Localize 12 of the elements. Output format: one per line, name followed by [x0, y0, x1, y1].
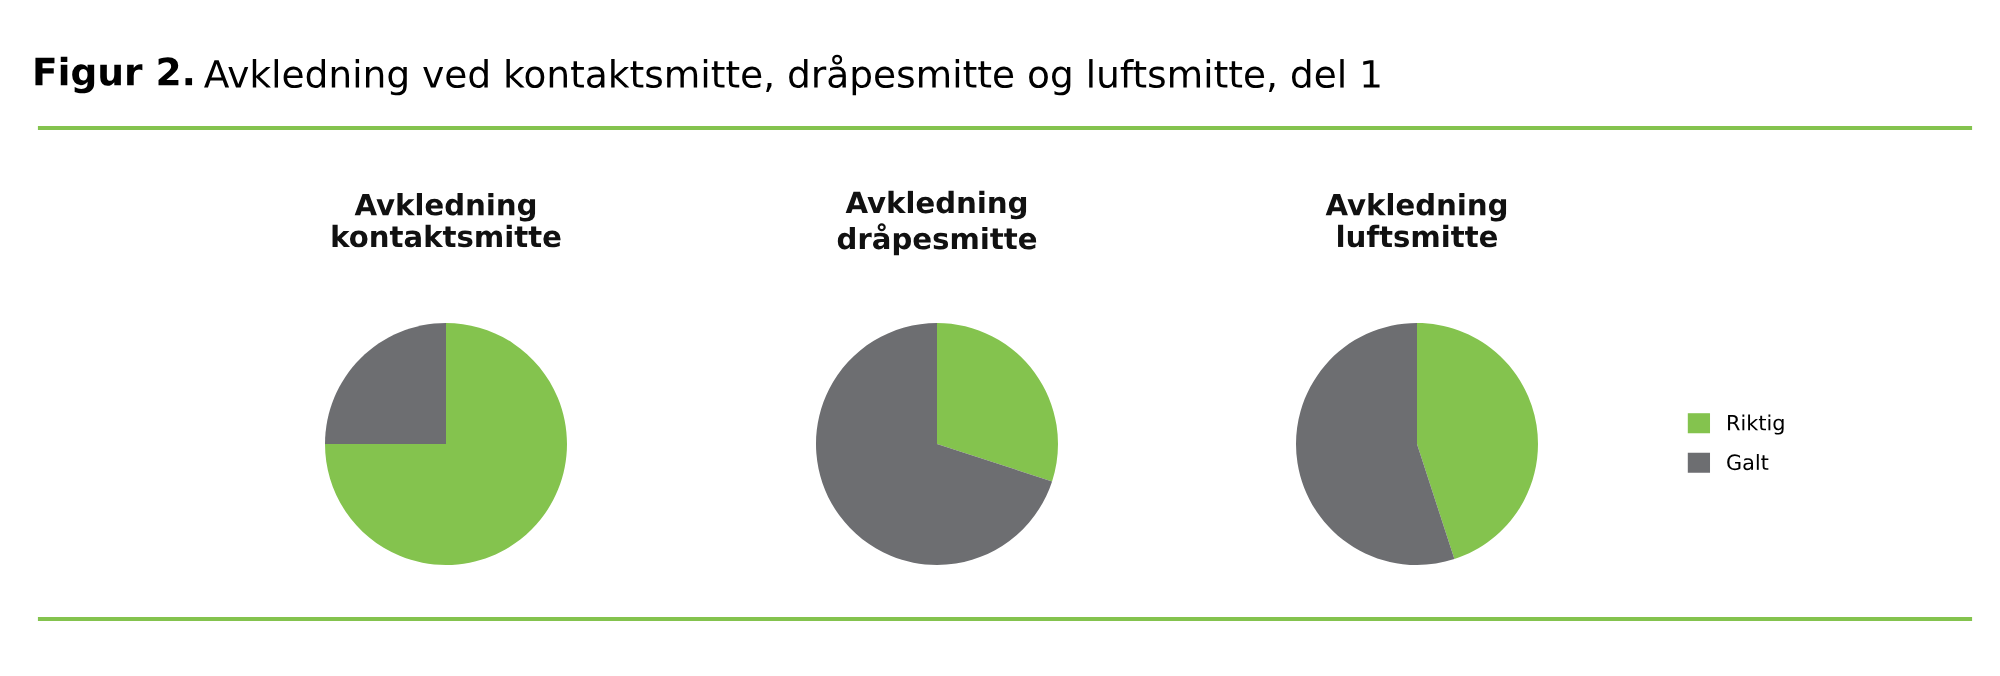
- pie-slice: [325, 323, 567, 565]
- pie-slice: [937, 323, 1058, 482]
- pie-slice: [325, 323, 446, 444]
- legend-label: Riktig: [1728, 414, 1784, 435]
- chart-title: Avkledning kontaktsmitte: [332, 193, 561, 248]
- pie-slice: [1296, 323, 1455, 565]
- pie-slice: [1417, 323, 1538, 560]
- text: Figur 2. Avkledning ved kontaktsmitte, dråpesmitte og luftsmitte, del 1: [35, 54, 1380, 96]
- legend-label: Galt: [1727, 454, 1769, 471]
- chart-title: Avkledning dråpesmitte: [837, 190, 1037, 256]
- pie-slice: [816, 323, 1053, 565]
- chart-title: Avkledning luftsmitte: [1325, 193, 1507, 248]
